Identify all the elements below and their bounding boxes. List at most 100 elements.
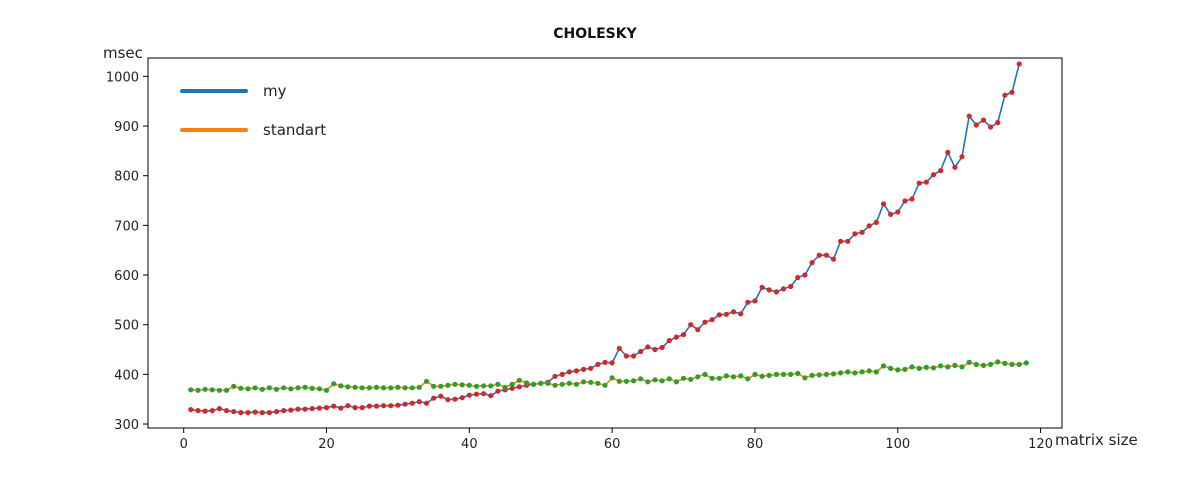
data-point-standart — [752, 371, 758, 377]
data-point-standart — [373, 384, 380, 390]
data-point-standart — [195, 387, 201, 393]
data-point-standart — [231, 383, 237, 389]
data-point-standart — [1009, 361, 1015, 367]
data-point-my — [838, 238, 844, 244]
data-point-my — [723, 311, 730, 317]
data-point-standart — [581, 379, 587, 385]
data-point-my — [888, 211, 894, 217]
data-point-standart — [323, 387, 330, 393]
data-point-my — [231, 409, 237, 415]
data-point-standart — [609, 375, 615, 381]
data-point-standart — [423, 378, 430, 384]
y-tick-label: 900 — [114, 120, 139, 135]
data-point-my — [652, 346, 658, 353]
data-point-standart — [381, 385, 387, 391]
x-tick-label: 40 — [461, 437, 478, 452]
data-point-my — [780, 286, 787, 292]
data-point-my — [623, 353, 630, 359]
data-point-my — [395, 402, 401, 408]
data-point-my — [902, 198, 908, 204]
data-point-my — [795, 274, 801, 281]
data-point-my — [916, 180, 922, 186]
data-point-my — [638, 348, 644, 355]
data-point-my — [266, 410, 272, 416]
data-point-standart — [588, 379, 594, 385]
data-point-standart — [459, 382, 465, 388]
data-point-standart — [259, 386, 265, 392]
data-point-standart — [331, 381, 337, 387]
data-point-my — [338, 405, 344, 411]
data-point-standart — [952, 362, 958, 368]
data-point-my — [252, 409, 258, 415]
data-point-standart — [238, 385, 244, 391]
data-point-my — [288, 407, 294, 413]
x-tick-label: 80 — [747, 437, 764, 452]
data-point-standart — [902, 366, 908, 372]
data-point-standart — [602, 382, 608, 388]
data-point-standart — [838, 370, 844, 376]
data-point-my — [959, 154, 965, 160]
data-point-my — [302, 406, 308, 412]
data-point-my — [366, 403, 372, 409]
data-point-my — [673, 334, 680, 340]
data-point-standart — [502, 384, 508, 390]
data-point-standart — [516, 377, 522, 383]
data-point-standart — [552, 382, 558, 388]
data-point-standart — [830, 371, 837, 377]
data-point-standart — [252, 385, 258, 391]
data-point-my — [866, 223, 872, 229]
data-point-standart — [438, 383, 444, 389]
data-point-my — [802, 272, 808, 278]
data-point-standart — [809, 372, 815, 378]
data-point-standart — [616, 378, 622, 384]
data-point-my — [738, 311, 744, 317]
data-point-my — [709, 317, 715, 323]
data-point-my — [923, 179, 929, 185]
data-point-my — [402, 401, 408, 407]
data-point-standart — [766, 372, 772, 378]
data-point-my — [766, 287, 772, 293]
data-point-standart — [873, 369, 879, 375]
data-point-standart — [888, 365, 894, 371]
data-point-standart — [988, 361, 994, 367]
x-tick-label: 120 — [1028, 437, 1053, 452]
y-tick-label: 600 — [114, 269, 139, 284]
y-tick-label: 1000 — [106, 70, 139, 85]
data-point-my — [459, 395, 465, 401]
data-point-standart — [366, 385, 372, 391]
data-point-my — [188, 407, 194, 413]
data-point-standart — [709, 375, 715, 381]
data-point-standart — [631, 378, 637, 384]
data-point-my — [788, 283, 794, 290]
data-point-my — [988, 124, 994, 130]
data-point-standart — [466, 382, 472, 388]
data-point-standart — [338, 383, 344, 389]
data-point-my — [509, 385, 515, 391]
data-point-standart — [823, 371, 830, 377]
data-point-my — [445, 397, 451, 403]
data-point-standart — [966, 359, 972, 365]
y-axis-ticks: 300 400 500 600 700 800 900 1000 — [106, 70, 148, 433]
data-point-standart — [573, 381, 580, 387]
data-point-standart — [531, 381, 537, 387]
data-point-my — [566, 369, 572, 375]
data-point-standart — [452, 381, 458, 387]
data-point-my — [880, 201, 887, 207]
data-point-standart — [623, 378, 630, 384]
data-point-my — [295, 406, 301, 412]
data-point-my — [431, 395, 437, 401]
data-point-my — [345, 403, 351, 409]
data-point-my — [716, 312, 722, 318]
data-point-standart — [680, 375, 687, 381]
data-point-my — [388, 403, 394, 409]
data-point-my — [259, 410, 265, 416]
x-tick-label: 60 — [604, 437, 621, 452]
data-point-standart — [409, 385, 415, 391]
data-point-standart — [416, 384, 422, 390]
data-point-standart — [780, 371, 787, 377]
data-point-standart — [845, 369, 851, 375]
data-point-my — [995, 120, 1001, 126]
data-point-my — [873, 219, 879, 225]
data-point-my — [409, 400, 415, 406]
data-point-my — [859, 229, 865, 235]
